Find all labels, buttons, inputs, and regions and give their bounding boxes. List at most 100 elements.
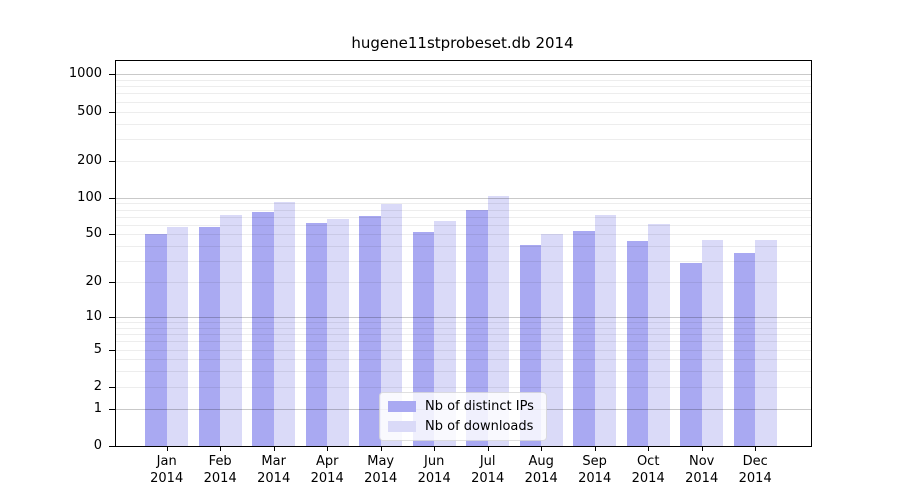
x-tick-label-sep: Sep 2014 — [578, 454, 612, 486]
gridline-major-1000 — [116, 74, 811, 76]
legend-item-distinct-ips: Nb of distinct IPs — [388, 399, 534, 414]
bar-nb-of-distinct-ips-nov — [680, 263, 702, 446]
x-tick-aug — [541, 446, 543, 451]
bar-nb-of-distinct-ips-dec — [733, 253, 756, 446]
gridline-minor-400 — [116, 123, 811, 125]
y-tick-label-1000: 1000 — [68, 66, 102, 82]
y-tick-0 — [109, 446, 116, 447]
x-tick-jul — [487, 446, 489, 451]
y-tick-label-10: 10 — [85, 309, 102, 324]
bar-nb-of-downloads-mar — [273, 201, 296, 446]
legend: Nb of distinct IPs Nb of downloads — [379, 392, 547, 441]
y-tick-10 — [109, 317, 116, 318]
x-tick-dec — [755, 446, 757, 451]
y-tick-label-2: 2 — [93, 378, 102, 394]
y-tick-label-20: 20 — [85, 274, 102, 290]
bar-nb-of-downloads-jan — [166, 226, 189, 446]
y-tick-label-100: 100 — [77, 189, 102, 205]
x-tick-label-jul: Jul 2014 — [471, 454, 505, 486]
gridline-major-10 — [116, 317, 811, 318]
gridline-minor-9 — [116, 322, 811, 324]
bar-nb-of-downloads-jul — [487, 196, 510, 446]
gridline-minor-3 — [116, 371, 811, 373]
gridline-minor-50 — [116, 234, 811, 236]
legend-swatch-distinct-ips — [388, 401, 416, 412]
x-tick-label-dec: Dec 2014 — [738, 454, 772, 486]
bar-nb-of-distinct-ips-feb — [198, 226, 221, 446]
bar-nb-of-distinct-ips-jan — [145, 234, 167, 446]
gridline-minor-20 — [116, 282, 811, 284]
x-tick-label-mar: Mar 2014 — [257, 454, 291, 486]
gridline-minor-600 — [116, 101, 811, 103]
y-tick-label-5: 5 — [93, 341, 102, 357]
x-tick-label-oct: Oct 2014 — [631, 454, 665, 486]
bar-nb-of-distinct-ips-sep — [573, 231, 595, 446]
legend-label-distinct-ips: Nb of distinct IPs — [425, 399, 534, 414]
y-tick-label-50: 50 — [85, 226, 102, 242]
gridline-major-100 — [116, 197, 811, 199]
x-tick-may — [380, 446, 382, 451]
y-tick-label-500: 500 — [77, 103, 102, 119]
bar-nb-of-distinct-ips-may — [359, 215, 381, 446]
gridline-minor-500 — [116, 111, 811, 113]
bar-nb-of-downloads-oct — [648, 223, 670, 446]
x-tick-label-apr: Apr 2014 — [310, 454, 344, 486]
gridline-minor-70 — [116, 216, 811, 218]
bar-nb-of-downloads-may — [380, 203, 403, 446]
gridline-minor-800 — [116, 86, 811, 88]
y-tick-2 — [109, 386, 116, 388]
gridline-minor-40 — [116, 246, 811, 248]
y-tick-50 — [109, 234, 116, 236]
bar-nb-of-distinct-ips-apr — [305, 223, 328, 446]
bar-nb-of-distinct-ips-oct — [626, 241, 649, 446]
bar-nb-of-downloads-nov — [701, 240, 724, 446]
bar-nb-of-distinct-ips-jul — [466, 209, 488, 446]
gridline-minor-90 — [116, 203, 811, 205]
x-tick-label-jan: Jan 2014 — [150, 454, 184, 486]
gridline-minor-8 — [116, 327, 811, 329]
y-tick-1 — [109, 408, 116, 410]
x-tick-oct — [648, 446, 650, 451]
x-tick-mar — [273, 446, 275, 451]
y-tick-20 — [109, 282, 116, 284]
x-tick-jan — [166, 446, 168, 451]
gridline-minor-30 — [116, 261, 811, 263]
legend-item-downloads: Nb of downloads — [388, 419, 534, 434]
y-tick-100 — [109, 197, 116, 199]
x-tick-label-aug: Aug 2014 — [524, 454, 558, 486]
gridline-minor-300 — [116, 138, 811, 140]
bar-nb-of-downloads-jun — [434, 221, 456, 446]
gridline-minor-6 — [116, 341, 811, 343]
x-tick-jun — [434, 446, 436, 451]
gridline-minor-7 — [116, 334, 811, 336]
x-tick-apr — [327, 446, 329, 451]
gridline-minor-200 — [116, 160, 811, 162]
chart-title: hugene11stprobeset.db 2014 — [351, 34, 574, 52]
x-tick-feb — [220, 446, 222, 451]
y-tick-500 — [109, 111, 116, 113]
y-tick-label-1: 1 — [93, 400, 102, 416]
gridline-minor-700 — [116, 93, 811, 95]
bar-nb-of-downloads-apr — [327, 219, 349, 446]
x-tick-label-nov: Nov 2014 — [685, 454, 719, 486]
gridline-minor-900 — [116, 79, 811, 81]
y-tick-200 — [109, 160, 116, 162]
x-tick-sep — [594, 446, 596, 451]
bar-nb-of-distinct-ips-mar — [252, 212, 274, 446]
legend-swatch-downloads — [388, 421, 416, 432]
y-tick-5 — [109, 349, 116, 351]
bar-nb-of-downloads-aug — [541, 234, 563, 446]
legend-label-downloads: Nb of downloads — [425, 419, 534, 434]
y-tick-label-200: 200 — [77, 152, 102, 168]
x-tick-nov — [701, 446, 703, 451]
x-tick-label-feb: Feb 2014 — [203, 454, 237, 486]
gridline-minor-4 — [116, 359, 811, 361]
gridline-minor-80 — [116, 209, 811, 211]
x-tick-label-jun: Jun 2014 — [417, 454, 451, 486]
bar-nb-of-downloads-feb — [220, 215, 242, 446]
plot-area: Nb of distinct IPs Nb of downloads 1000 5… — [69, 60, 812, 486]
gridline-minor-5 — [116, 349, 811, 351]
bar-nb-of-downloads-dec — [755, 240, 777, 446]
y-tick-1000 — [109, 74, 116, 76]
